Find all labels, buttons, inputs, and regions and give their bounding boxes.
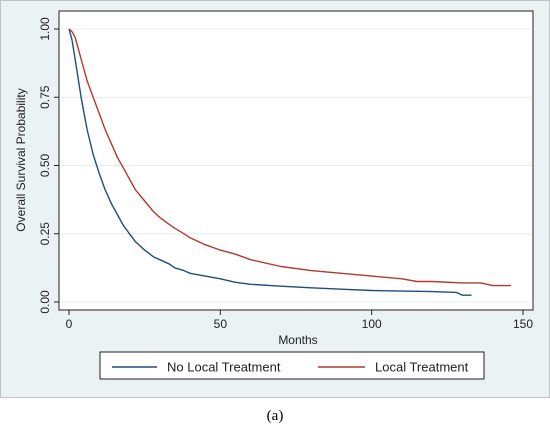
x-tick-label: 0 xyxy=(66,317,73,331)
chart-frame: 0.00 0.25 0.50 0.75 1.00 0 50 100 150 Months Ove… xyxy=(0,0,550,398)
x-tick-label: 100 xyxy=(362,317,382,331)
y-tick-label: 1.00 xyxy=(38,17,52,41)
grid-layer xyxy=(60,28,532,303)
axis-layer: 0.00 0.25 0.50 0.75 1.00 0 50 100 150 xyxy=(38,17,533,331)
x-tick-label: 50 xyxy=(214,317,228,331)
legend-label-no-local-treatment: No Local Treatment xyxy=(167,360,281,375)
x-tick-label: 150 xyxy=(513,317,533,331)
plot-area xyxy=(58,10,534,311)
series-line-local-treatment xyxy=(68,28,511,287)
legend: No Local Treatment Local Treatment xyxy=(99,351,485,380)
y-tick-label: 0.50 xyxy=(38,153,52,177)
legend-box xyxy=(99,351,485,380)
figure-subcaption: (a) xyxy=(266,408,284,424)
x-axis-title: Months xyxy=(278,333,317,347)
y-tick-label: 0.75 xyxy=(38,85,52,109)
y-tick-label: 0.00 xyxy=(38,290,52,314)
series-layer xyxy=(68,28,511,296)
survival-chart: 0.00 0.25 0.50 0.75 1.00 0 50 100 150 Months Ove… xyxy=(14,10,534,380)
y-tick-label: 0.25 xyxy=(38,222,52,246)
series-line-no-local-treatment xyxy=(68,28,472,296)
legend-label-local-treatment: Local Treatment xyxy=(375,360,469,375)
y-axis-title: Overall Survival Probability xyxy=(14,88,28,231)
